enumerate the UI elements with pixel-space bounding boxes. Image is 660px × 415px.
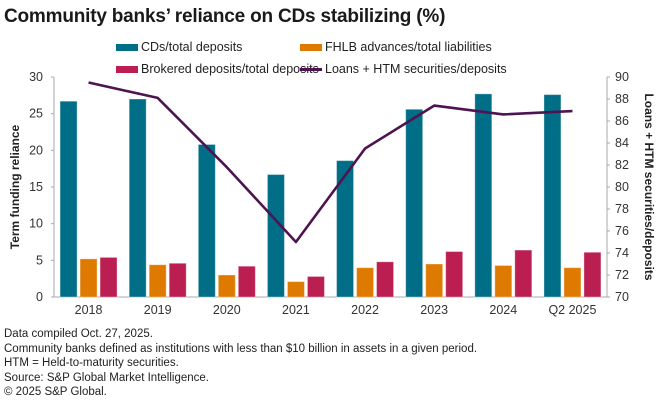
right-tick-label: 84: [615, 136, 629, 150]
bar-fhlb-advances-total-liabilities-2019: [148, 264, 167, 298]
bar-brokered-deposits-total-deposits-2020: [237, 265, 256, 298]
left-tick-label: 30: [29, 70, 43, 84]
right-tick-label: 76: [615, 224, 629, 238]
right-tick-label: 82: [615, 158, 629, 172]
left-tick-label: 10: [29, 217, 43, 231]
legend-item-brokered: Brokered deposits/total deposits: [116, 62, 319, 76]
legend-item-fhlb: FHLB advances/total liabilities: [300, 40, 492, 54]
x-tick-label: 2024: [489, 303, 517, 317]
legend-label-brokered: Brokered deposits/total deposits: [141, 62, 319, 76]
legend-swatch-loans: [300, 67, 322, 71]
bar-cds-total-deposits-2019: [128, 98, 147, 298]
bar-cds-total-deposits-2024: [474, 93, 493, 298]
x-tick-label: Q2 2025: [548, 303, 596, 317]
legend-item-cds: CDs/total deposits: [116, 40, 242, 54]
right-tick-label: 74: [615, 246, 629, 260]
bar-fhlb-advances-total-liabilities-2022: [356, 267, 375, 298]
bar-fhlb-advances-total-liabilities-2021: [286, 281, 305, 298]
right-tick-label: 70: [615, 290, 629, 304]
left-tick-label: 20: [29, 143, 43, 157]
x-tick-label: 2021: [282, 303, 310, 317]
bar-brokered-deposits-total-deposits-2021: [306, 275, 325, 298]
y2-axis-label: Loans + HTM securities/deposits: [642, 93, 656, 280]
legend-label-loans: Loans + HTM securities/deposits: [325, 62, 507, 76]
bar-brokered-deposits-total-deposits-2022: [376, 261, 395, 298]
right-tick-label: 88: [615, 92, 629, 106]
legend-label-cds: CDs/total deposits: [141, 40, 243, 54]
left-tick-label: 5: [36, 253, 43, 267]
bar-brokered-deposits-total-deposits-2019: [168, 262, 187, 298]
right-tick-label: 86: [615, 114, 629, 128]
left-tick-label: 15: [29, 180, 43, 194]
left-axis: 0 5 10 15 20 25 30: [29, 70, 55, 304]
chart-title: Community banks’ reliance on CDs stabili…: [4, 6, 446, 27]
note-definition: Community banks defined as institutions …: [4, 342, 478, 355]
y-axis-label: Term funding reliance: [8, 124, 22, 249]
bar-fhlb-advances-total-liabilities-2024: [494, 264, 513, 298]
right-tick-label: 90: [615, 70, 629, 84]
bar-brokered-deposits-total-deposits-2018: [99, 256, 118, 298]
bar-fhlb-advances-total-liabilities-2018: [79, 258, 98, 298]
bar-brokered-deposits-total-deposits-q2-2025: [583, 251, 602, 298]
legend-swatch-brokered: [116, 65, 138, 73]
bar-cds-total-deposits-2021: [266, 174, 285, 298]
bar-cds-total-deposits-q2-2025: [543, 94, 562, 298]
legend-swatch-cds: [116, 43, 138, 51]
bar-cds-total-deposits-2023: [405, 108, 424, 298]
bar-brokered-deposits-total-deposits-2023: [445, 251, 464, 298]
x-tick-label: 2018: [75, 303, 103, 317]
bars-group: [59, 93, 602, 298]
bar-cds-total-deposits-2020: [197, 143, 216, 298]
bar-fhlb-advances-total-liabilities-2020: [217, 274, 236, 298]
bar-fhlb-advances-total-liabilities-2023: [425, 263, 444, 298]
x-tick-label: 2023: [420, 303, 448, 317]
x-axis: 2018 2019 2020 2021 2022 2023 2024 Q2 2025: [75, 303, 597, 317]
x-tick-label: 2022: [351, 303, 379, 317]
legend-swatch-fhlb: [300, 43, 322, 51]
note-source: Source: S&P Global Market Intelligence.: [4, 371, 209, 384]
legend-label-fhlb: FHLB advances/total liabilities: [325, 40, 492, 54]
note-htm: HTM = Held-to-maturity securities.: [4, 357, 179, 370]
bar-fhlb-advances-total-liabilities-q2-2025: [563, 267, 582, 298]
bar-brokered-deposits-total-deposits-2024: [514, 249, 533, 298]
line-series: [88, 81, 573, 244]
bar-cds-total-deposits-2018: [59, 100, 78, 298]
x-tick-label: 2019: [144, 303, 172, 317]
left-tick-label: 0: [36, 290, 43, 304]
bar-cds-total-deposits-2022: [336, 160, 355, 298]
legend-item-loans: Loans + HTM securities/deposits: [300, 62, 507, 76]
right-tick-label: 72: [615, 268, 629, 282]
note-date: Data compiled Oct. 27, 2025.: [4, 328, 153, 340]
line-loans-htm-securities-deposits: [88, 81, 573, 244]
footnotes: Data compiled Oct. 27, 2025. Community b…: [4, 327, 477, 400]
right-tick-label: 80: [615, 180, 629, 194]
x-tick-label: 2020: [213, 303, 241, 317]
left-tick-label: 25: [29, 107, 43, 121]
right-tick-label: 78: [615, 202, 629, 216]
note-copyright: © 2025 S&P Global.: [4, 386, 107, 399]
